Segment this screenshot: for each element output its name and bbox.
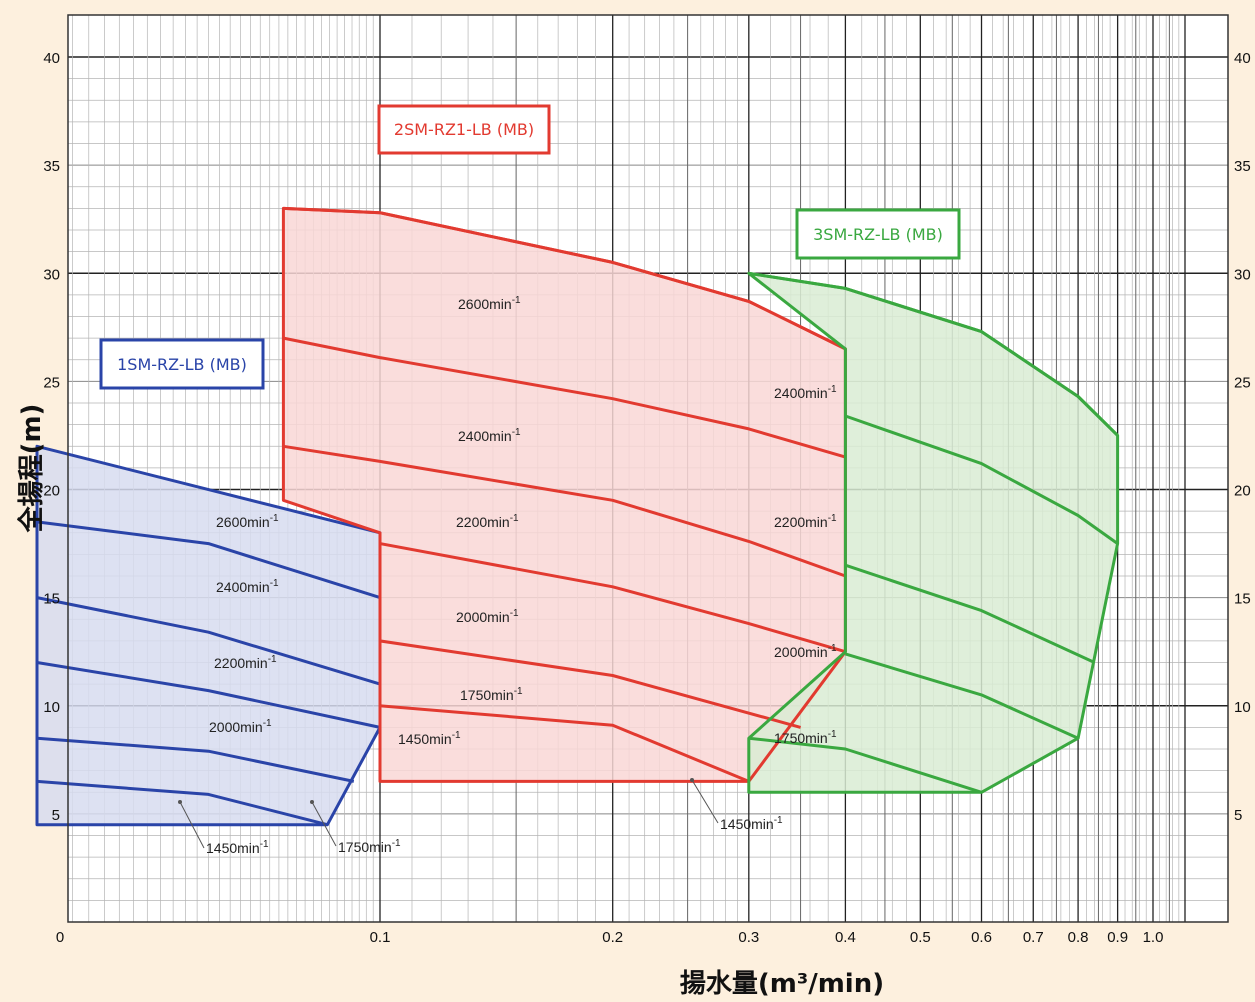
series-area-2 [748,273,1118,793]
x-tick-label: 0.3 [738,929,759,946]
speed-label-3sm-2000: 2000min-1 [774,643,837,660]
x-tick-label: 0.2 [602,929,623,946]
speed-label-2sm-1450: 1450min-1 [398,730,461,747]
speed-label-1sm-1750: 1750min-1 [310,800,401,855]
speed-label-1sm-2400: 2400min-1 [216,578,279,595]
speed-curve-2-1 [844,414,1119,545]
y-tick-label-left: 40 [43,50,60,67]
speed-label-1sm-2200: 2200min-1 [214,654,277,671]
y-tick-label-right: 5 [1234,807,1242,824]
speed-label-2sm-2200: 2200min-1 [456,513,519,530]
y-tick-label-left: 15 [43,591,60,608]
speed-curve-0-4 [36,779,328,827]
speed-label-2sm-2600: 2600min-1 [458,295,521,312]
y-tick-label-left: 30 [43,266,60,283]
y-tick-label-right: 25 [1234,374,1251,391]
speed-label-1sm-2600: 2600min-1 [216,513,279,530]
y-tick-label-left: 5 [52,807,60,824]
y-tick-label-right: 30 [1234,266,1251,283]
speed-curve-1-3 [379,542,846,654]
y-tick-label-left: 25 [43,374,60,391]
speed-curve-1-5 [379,704,750,783]
x-tick-label: 0.5 [910,929,931,946]
x-tick-label: 0.9 [1107,929,1128,946]
y-tick-label-right: 10 [1234,699,1251,716]
speed-curve-0-3 [36,736,355,783]
series-areas [37,208,1118,825]
y-tick-label-left: 10 [43,699,60,716]
svg-text:1450min-1: 1450min-1 [720,815,783,832]
speed-label-3sm-2200: 2200min-1 [774,513,837,530]
series-area-0 [37,446,380,825]
x-tick-label: 0 [56,929,64,946]
series-name-3sm: 3SM-RZ-LB (MB) [813,225,943,244]
speed-curve-2-3 [844,652,1079,740]
x-tick-label: 0.6 [971,929,992,946]
speed-label-3sm-1450: 1450min-1 [690,778,783,832]
speed-curve-0-1 [36,596,381,686]
tick-labels: 0 0.1 0.2 0.3 0.4 0.5 0.6 0.7 0.8 0.9 1.0 5 5 10 10 15 1… [43,50,1250,946]
x-axis-title: 揚水量(m³/min) [680,969,884,999]
speed-label-2sm-2400: 2400min-1 [458,427,521,444]
speed-curve-2-4 [748,736,982,794]
series-name-1sm: 1SM-RZ-LB (MB) [117,355,247,374]
speed-label-1sm-2000: 2000min-1 [209,718,272,735]
speed-curve-2-2 [844,563,1096,664]
speed-curve-1-1 [283,336,846,459]
x-tick-label: 0.7 [1023,929,1044,946]
y-tick-label-left: 35 [43,158,60,175]
y-tick-label-right: 35 [1234,158,1251,175]
series-badge-3sm: 3SM-RZ-LB (MB) [795,208,961,260]
series-area-1 [283,208,846,782]
speed-curves [35,206,1120,827]
speed-curve-0-0 [36,520,381,600]
y-tick-label-left: 20 [43,483,60,500]
x-tick-label: 0.1 [370,929,391,946]
svg-text:1750min-1: 1750min-1 [338,838,401,855]
series-envelope-0 [35,444,382,827]
series-name-2sm: 2SM-RZ1-LB (MB) [394,120,534,139]
speed-curve-1-4 [379,639,801,729]
speed-label-3sm-1750: 1750min-1 [774,729,837,746]
x-tick-label: 0.8 [1068,929,1089,946]
speed-label-2sm-1750: 1750min-1 [460,686,523,703]
plot-frame [67,14,1229,923]
y-axis-title: 全揚程(m) [16,404,47,534]
speed-curve-2-0 [748,271,1119,437]
speed-label-1sm-1450: 1450min-1 [178,800,269,856]
y-tick-label-right: 20 [1234,483,1251,500]
speed-curve-0-2 [36,661,381,729]
svg-text:1450min-1: 1450min-1 [206,839,269,856]
series-badge-1sm: 1SM-RZ-LB (MB) [99,338,265,390]
x-tick-label: 1.0 [1143,929,1164,946]
speed-label-3sm-2400: 2400min-1 [774,384,837,401]
speed-curve-1-2 [283,444,846,578]
series-badge-2sm: 2SM-RZ1-LB (MB) [377,104,551,155]
y-tick-label-right: 15 [1234,591,1251,608]
y-tick-label-right: 40 [1234,50,1251,67]
speed-curve-1-0 [283,206,847,351]
speed-label-2sm-2000: 2000min-1 [456,608,519,625]
x-tick-label: 0.4 [835,929,856,946]
